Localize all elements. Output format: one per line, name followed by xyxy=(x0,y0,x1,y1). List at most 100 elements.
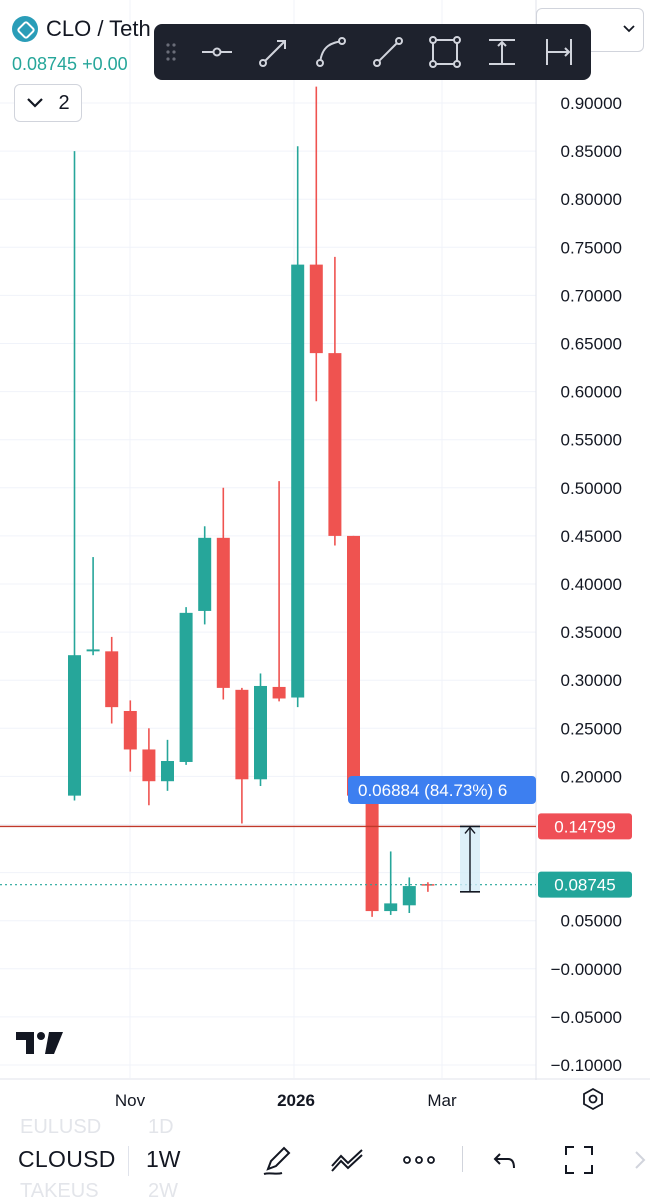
candle-body xyxy=(235,689,249,780)
chevron-down-icon xyxy=(623,25,635,33)
rectangle-tool[interactable] xyxy=(416,24,473,80)
last-price-bg xyxy=(538,871,632,898)
y-tick-label: 0.65000 xyxy=(561,335,622,354)
measure-label-text: 0.06884 (84.73%) 6 xyxy=(358,781,507,800)
candle-body xyxy=(123,710,137,750)
y-tick-label: 0.55000 xyxy=(561,431,622,450)
candle-body xyxy=(68,655,81,796)
y-tick-label: 0.20000 xyxy=(561,767,622,786)
timeframe-picker-next[interactable]: 2W xyxy=(148,1180,178,1203)
fullscreen-button[interactable] xyxy=(556,1138,602,1182)
indicators-button[interactable] xyxy=(324,1138,370,1182)
candle-body xyxy=(309,264,323,354)
price-range-icon xyxy=(488,39,515,65)
more-button[interactable] xyxy=(396,1138,442,1182)
arrow-icon xyxy=(258,40,286,67)
candle[interactable] xyxy=(291,146,305,708)
undo-icon xyxy=(493,1153,515,1169)
date-range-tool[interactable] xyxy=(530,24,587,80)
symbol-picker[interactable]: CLOUSD xyxy=(18,1146,116,1172)
timeframe-picker-prev[interactable]: 1D xyxy=(148,1116,174,1139)
curve-icon xyxy=(315,37,346,67)
more-dots-icon xyxy=(403,1156,435,1164)
price-range-tool[interactable] xyxy=(473,24,530,80)
candle[interactable] xyxy=(235,687,249,824)
candle[interactable] xyxy=(216,487,230,700)
candle-body xyxy=(421,884,435,886)
candle[interactable] xyxy=(86,557,100,656)
candle[interactable] xyxy=(68,151,81,801)
y-tick-label: 0.90000 xyxy=(561,94,622,113)
candle[interactable] xyxy=(384,851,398,915)
marker-price-tag[interactable]: 0.14799 xyxy=(538,813,632,840)
candle-body xyxy=(86,649,100,652)
y-tick-label: 0.40000 xyxy=(561,575,622,594)
candle[interactable] xyxy=(365,792,379,917)
fullscreen-icon xyxy=(565,1146,593,1174)
drawing-tools-button[interactable] xyxy=(254,1138,300,1182)
coin-icon xyxy=(12,16,38,42)
settings-hexagon-icon xyxy=(583,1087,603,1111)
last-price-tag: 0.08745 xyxy=(538,871,632,898)
candle-body xyxy=(291,264,305,698)
y-tick-label: 0.30000 xyxy=(561,671,622,690)
candle-body xyxy=(198,537,212,611)
candle[interactable] xyxy=(142,728,156,806)
y-tick-label: 0.05000 xyxy=(561,912,622,931)
candle-body xyxy=(216,537,230,688)
next-timeframe: 2W xyxy=(148,1180,178,1202)
trend-line-tool[interactable] xyxy=(359,24,416,80)
y-tick-label: 0.60000 xyxy=(561,383,622,402)
candle[interactable] xyxy=(328,256,342,546)
candle[interactable] xyxy=(347,535,360,796)
candle-body xyxy=(179,612,193,762)
candle[interactable] xyxy=(105,636,119,724)
candle-body xyxy=(105,651,119,708)
candle[interactable] xyxy=(198,526,212,625)
bottom-toolbar xyxy=(0,1118,650,1200)
divider xyxy=(462,1146,463,1172)
measure-label-bg xyxy=(348,776,536,804)
drag-handle[interactable] xyxy=(154,24,188,80)
candle[interactable] xyxy=(179,607,193,765)
candle[interactable] xyxy=(123,700,137,772)
measure-arrow xyxy=(464,826,476,834)
trend-line-icon xyxy=(372,37,403,67)
indicators-icon xyxy=(331,1149,363,1172)
candle[interactable] xyxy=(421,882,435,892)
candle[interactable] xyxy=(309,86,323,402)
symbol-picker-prev[interactable]: EULUSD xyxy=(20,1116,101,1139)
y-tick-label: 0.85000 xyxy=(561,142,622,161)
measure-label: 0.06884 (84.73%) 6 xyxy=(348,776,536,804)
pen-icon xyxy=(263,1146,291,1175)
symbol-picker-next[interactable]: TAKEUS xyxy=(20,1180,99,1203)
marker-price-text: 0.14799 xyxy=(554,817,615,836)
candle-body xyxy=(384,903,398,912)
collapse-indicators-button[interactable]: 2 xyxy=(14,84,82,122)
timeframe-picker[interactable]: 1W xyxy=(146,1146,181,1172)
curve-tool[interactable] xyxy=(302,24,359,80)
symbol-header[interactable]: CLO / Teth xyxy=(12,16,151,42)
arrow-tool[interactable] xyxy=(245,24,302,80)
marker-price-bg xyxy=(538,813,632,840)
undo-button[interactable] xyxy=(482,1138,528,1182)
scroll-right-button[interactable] xyxy=(630,1138,650,1182)
y-tick-label: 0.50000 xyxy=(561,479,622,498)
drawing-toolbar xyxy=(154,24,591,80)
symbol-title: CLO / Teth xyxy=(46,16,151,41)
x-tick-label: 2026 xyxy=(277,1091,315,1110)
candle-body xyxy=(161,761,174,782)
candle[interactable] xyxy=(402,877,416,914)
chart-settings-button[interactable] xyxy=(578,1084,608,1114)
chevron-right-icon xyxy=(635,1151,646,1169)
y-tick-label: 0.45000 xyxy=(561,527,622,546)
candle-body xyxy=(272,686,286,699)
candle[interactable] xyxy=(272,481,286,702)
horizontal-line-tool[interactable] xyxy=(188,24,245,80)
rectangle-icon xyxy=(428,36,461,68)
candle[interactable] xyxy=(161,739,174,791)
candle[interactable] xyxy=(254,673,267,787)
price-range-measure[interactable] xyxy=(460,825,480,893)
next-symbol: TAKEUS xyxy=(20,1180,99,1202)
